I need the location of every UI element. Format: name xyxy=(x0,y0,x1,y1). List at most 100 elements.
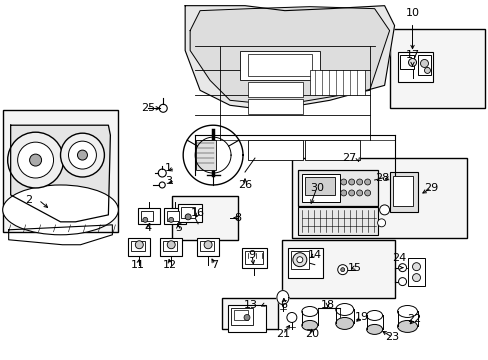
Bar xyxy=(196,140,216,170)
Circle shape xyxy=(364,179,370,185)
Circle shape xyxy=(337,265,347,275)
Bar xyxy=(242,248,266,268)
Circle shape xyxy=(348,190,354,196)
Circle shape xyxy=(286,312,296,323)
Circle shape xyxy=(412,263,420,271)
Circle shape xyxy=(158,169,166,177)
Circle shape xyxy=(168,217,173,222)
Circle shape xyxy=(412,274,420,282)
Circle shape xyxy=(420,59,427,67)
Circle shape xyxy=(340,179,346,185)
Bar xyxy=(200,241,214,251)
Bar xyxy=(2,110,118,232)
Bar xyxy=(222,298,277,329)
Ellipse shape xyxy=(335,303,353,315)
Circle shape xyxy=(142,217,147,222)
Text: 29: 29 xyxy=(424,183,438,193)
Text: 28: 28 xyxy=(375,173,389,183)
Circle shape xyxy=(340,190,346,196)
Bar xyxy=(227,305,265,332)
Text: 13: 13 xyxy=(244,300,258,310)
Text: 5: 5 xyxy=(174,223,182,233)
Circle shape xyxy=(18,142,53,178)
Bar xyxy=(141,211,153,221)
Text: 24: 24 xyxy=(392,253,406,263)
Text: 14: 14 xyxy=(307,250,321,260)
Text: 8: 8 xyxy=(234,213,241,223)
Bar xyxy=(234,310,247,320)
Ellipse shape xyxy=(397,320,417,332)
Ellipse shape xyxy=(335,318,353,329)
Circle shape xyxy=(398,278,406,285)
Bar xyxy=(297,207,377,235)
Text: 23: 23 xyxy=(385,332,399,342)
Circle shape xyxy=(364,190,370,196)
Text: 16: 16 xyxy=(191,208,204,218)
Text: 22: 22 xyxy=(407,314,421,324)
Polygon shape xyxy=(190,7,389,105)
Bar xyxy=(138,208,160,224)
Bar xyxy=(304,177,334,195)
Bar xyxy=(240,50,319,80)
Ellipse shape xyxy=(366,310,382,320)
Text: 2: 2 xyxy=(25,195,32,205)
Bar xyxy=(178,204,202,222)
Text: 27: 27 xyxy=(342,153,356,163)
Bar xyxy=(247,99,302,114)
Text: 10: 10 xyxy=(405,8,419,18)
Text: 3: 3 xyxy=(164,176,171,186)
Ellipse shape xyxy=(366,324,382,334)
Circle shape xyxy=(292,253,306,267)
Polygon shape xyxy=(276,291,288,305)
Bar xyxy=(163,241,177,251)
Text: 6: 6 xyxy=(280,300,287,310)
Circle shape xyxy=(30,154,41,166)
Bar xyxy=(247,82,302,97)
Bar xyxy=(389,172,417,212)
Circle shape xyxy=(185,214,191,220)
Text: 25: 25 xyxy=(141,103,155,113)
Circle shape xyxy=(356,190,362,196)
Ellipse shape xyxy=(2,185,118,235)
Circle shape xyxy=(377,219,385,227)
Text: 30: 30 xyxy=(309,183,323,193)
Bar xyxy=(247,140,302,160)
Circle shape xyxy=(356,179,362,185)
Circle shape xyxy=(159,104,167,112)
Bar xyxy=(297,170,377,206)
Bar xyxy=(392,176,412,206)
Bar xyxy=(172,196,238,240)
Bar xyxy=(281,240,394,298)
Ellipse shape xyxy=(397,306,417,318)
Bar xyxy=(197,238,219,256)
Text: 19: 19 xyxy=(354,312,368,323)
Bar xyxy=(301,174,339,202)
Text: 1: 1 xyxy=(164,163,171,173)
Bar xyxy=(290,251,308,269)
Text: 26: 26 xyxy=(238,180,251,190)
Bar xyxy=(397,53,432,82)
Circle shape xyxy=(77,150,87,160)
Bar xyxy=(304,140,359,160)
Bar xyxy=(417,55,430,75)
Circle shape xyxy=(244,315,249,320)
Bar xyxy=(389,28,484,108)
Circle shape xyxy=(61,133,104,177)
Text: 12: 12 xyxy=(163,260,177,270)
Ellipse shape xyxy=(301,320,317,330)
Circle shape xyxy=(159,182,165,188)
Circle shape xyxy=(8,132,63,188)
Bar xyxy=(160,238,182,256)
Text: 21: 21 xyxy=(275,329,289,339)
Bar xyxy=(181,207,195,218)
Circle shape xyxy=(296,257,302,263)
Circle shape xyxy=(379,205,389,215)
Circle shape xyxy=(203,241,212,249)
Circle shape xyxy=(398,264,406,272)
Text: 9: 9 xyxy=(248,250,255,260)
Circle shape xyxy=(135,241,143,249)
Bar xyxy=(230,307,252,325)
Circle shape xyxy=(348,179,354,185)
Polygon shape xyxy=(185,6,394,110)
Circle shape xyxy=(424,67,429,73)
